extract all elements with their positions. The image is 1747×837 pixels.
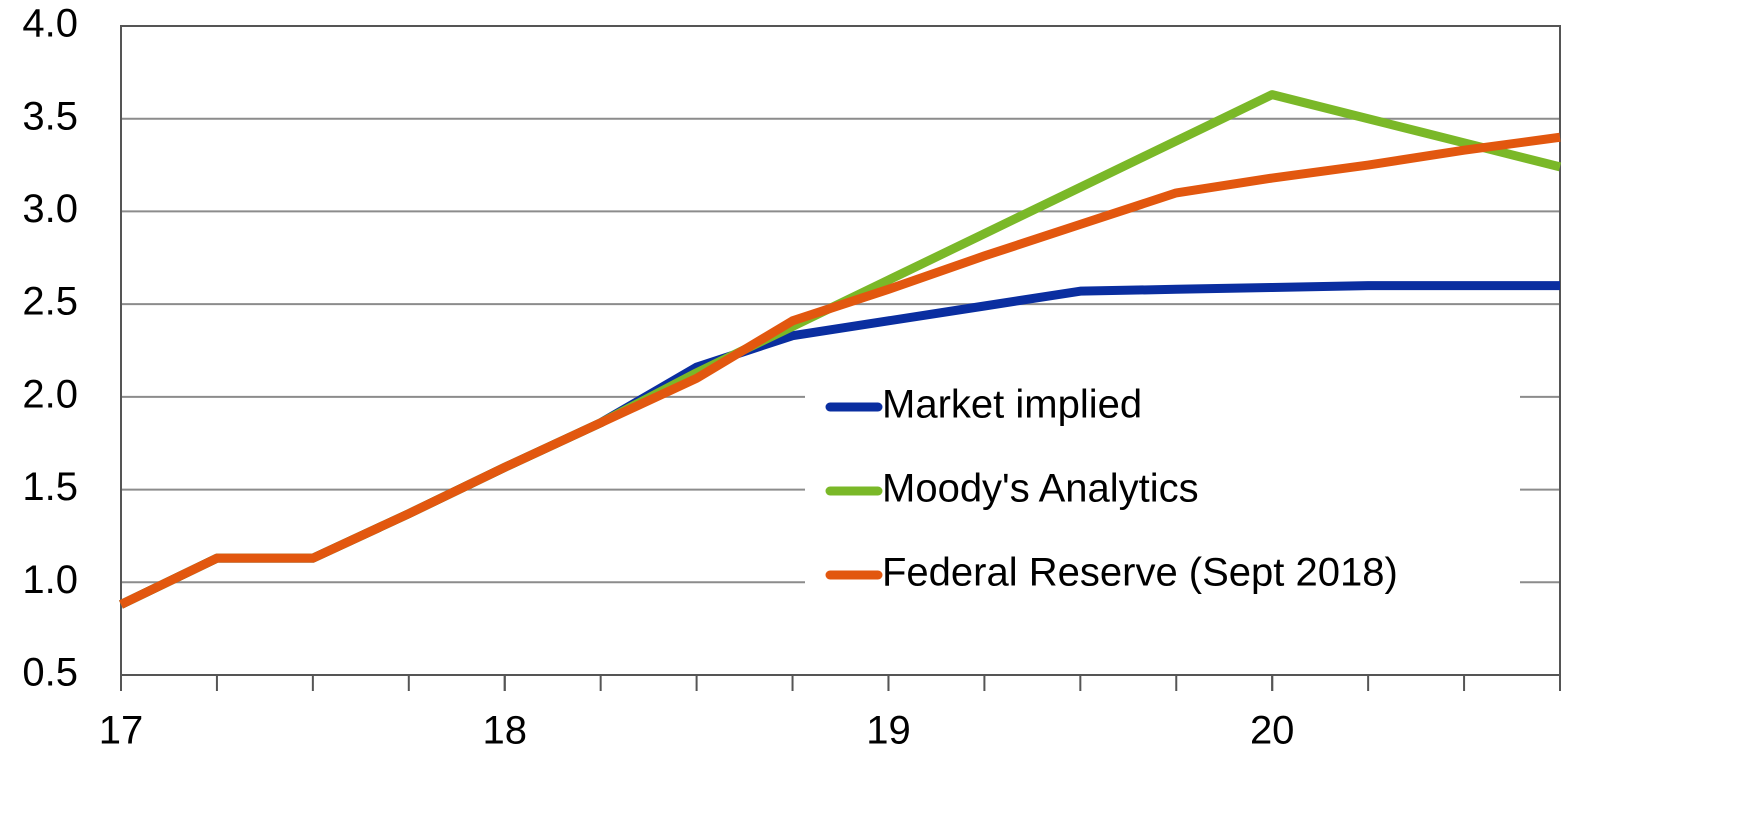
y-tick-label: 1.5 [22,465,78,509]
legend-label: Moody's Analytics [882,467,1199,511]
y-tick-label: 2.0 [22,372,78,416]
x-tick-label: 17 [99,709,144,753]
legend-label: Federal Reserve (Sept 2018) [882,551,1398,595]
plot-frame [120,25,1561,676]
y-tick-label: 3.0 [22,187,78,231]
y-tick-label: 4.0 [22,2,78,46]
series-line [119,132,1561,609]
x-tick-label: 20 [1250,709,1295,753]
y-tick-label: 3.5 [22,94,78,138]
y-tick-label: 2.5 [22,280,78,324]
x-tick-label: 19 [866,709,911,753]
y-tick-label: 1.0 [22,558,78,602]
x-tick-label: 18 [482,709,527,753]
legend-label: Market implied [882,383,1142,427]
y-tick-label: 0.5 [22,651,78,695]
